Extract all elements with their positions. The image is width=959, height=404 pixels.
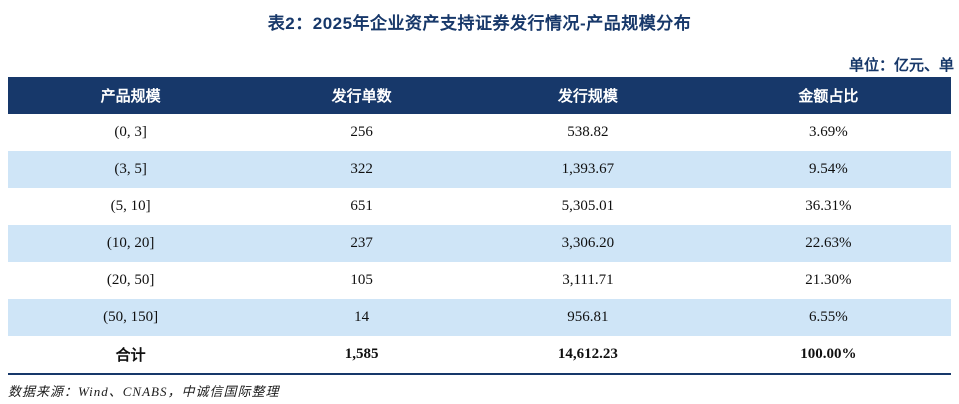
product-scale-table: 产品规模 发行单数 发行规模 金额占比 (0, 3] 256 538.82 3.… [8,77,951,375]
table-title: 表2：2025年企业资产支持证券发行情况-产品规模分布 [267,14,692,33]
table-row: (0, 3] 256 538.82 3.69% [8,114,951,151]
cell-scale: (50, 150] [8,299,254,336]
table-row: (10, 20] 237 3,306.20 22.63% [8,225,951,262]
table-row: (50, 150] 14 956.81 6.55% [8,299,951,336]
table-row: (3, 5] 322 1,393.67 9.54% [8,151,951,188]
cell-share: 9.54% [705,151,951,188]
cell-count: 651 [350,198,373,214]
cell-count: 256 [350,124,373,140]
data-source-note: 数据来源：Wind、CNABS，中诚信国际整理 [8,384,280,399]
cell-scale: (5, 10] [110,198,151,214]
cell-volume: 3,111.71 [562,272,614,288]
column-header-issue-count: 发行单数 [253,77,471,114]
table-row: (5, 10] 651 5,305.01 36.31% [8,188,951,225]
cell-volume: 5,305.01 [561,198,615,214]
cell-scale: (0, 3] [114,124,147,140]
table-header-row: 产品规模 发行单数 发行规模 金额占比 [8,77,951,114]
cell-volume: 1,393.67 [470,151,706,188]
table-row: (20, 50] 105 3,111.71 21.30% [8,262,951,299]
data-table-container: 产品规模 发行单数 发行规模 金额占比 (0, 3] 256 538.82 3.… [8,77,951,375]
cell-share: 22.63% [705,225,951,262]
column-header-issue-volume: 发行规模 [470,77,706,114]
unit-label: 单位：亿元、单 [848,57,954,74]
column-header-amount-share: 金额占比 [705,77,951,114]
cell-share: 6.55% [705,299,951,336]
table-total-row: 合计 1,585 14,612.23 100.00% [8,336,951,375]
cell-volume: 3,306.20 [470,225,706,262]
cell-share: 3.69% [809,124,848,140]
cell-total-volume: 14,612.23 [470,336,706,375]
cell-scale: (10, 20] [8,225,254,262]
cell-count: 14 [253,299,471,336]
cell-share: 21.30% [805,272,852,288]
column-header-product-scale: 产品规模 [8,77,254,114]
cell-count: 237 [253,225,471,262]
cell-scale: (20, 50] [106,272,155,288]
cell-volume: 956.81 [470,299,706,336]
cell-scale: (3, 5] [8,151,254,188]
cell-count: 105 [350,272,373,288]
cell-share: 36.31% [805,198,852,214]
cell-total-share: 100.00% [705,336,951,375]
cell-total-count: 1,585 [253,336,471,375]
cell-volume: 538.82 [567,124,609,140]
cell-total-label: 合计 [8,336,254,375]
cell-count: 322 [253,151,471,188]
